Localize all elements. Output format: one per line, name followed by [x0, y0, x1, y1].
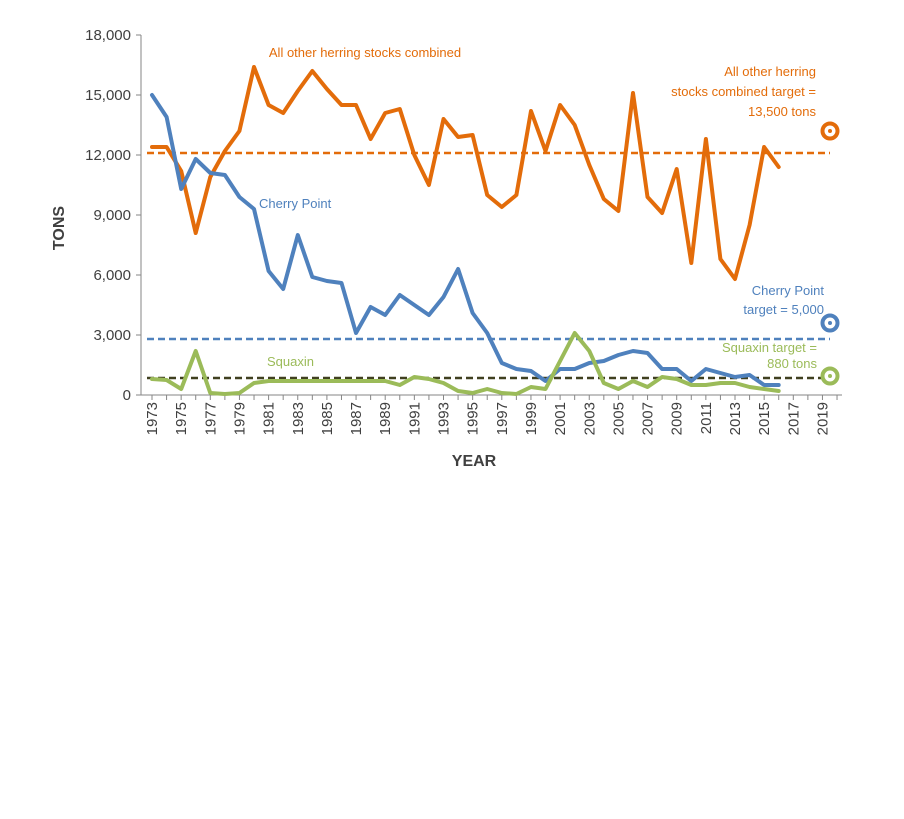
x-tick-label: 2005 — [610, 402, 627, 435]
x-tick-label: 1973 — [144, 402, 161, 435]
x-tick-label: 2011 — [698, 402, 715, 434]
y-tick-label: 6,000 — [93, 267, 131, 284]
squaxin-target-label: Squaxin target = 880 tons — [722, 340, 818, 371]
axes: 0 3,000 6,000 9,000 12,000 15,000 18,000 1973 19… — [85, 27, 842, 435]
squaxin-target-marker — [820, 366, 840, 386]
other-series-label: All other herring stocks combined — [269, 45, 461, 60]
cherry-series-label: Cherry Point — [259, 196, 332, 211]
x-tick-label: 1983 — [290, 402, 307, 435]
annotations: All other herring stocks combined Cherry … — [259, 45, 824, 371]
y-tick-label: 0 — [123, 387, 131, 404]
y-tick-label: 9,000 — [93, 207, 131, 224]
y-tick-label: 15,000 — [85, 87, 131, 104]
x-tick-label: 1995 — [465, 402, 482, 435]
x-axis-title: YEAR — [452, 453, 497, 470]
x-tick-label: 1981 — [261, 402, 278, 435]
cherry-target-marker — [820, 313, 840, 333]
squaxin-series-label: Squaxin — [267, 354, 314, 369]
x-tick-label: 2019 — [814, 402, 831, 435]
other-series-line — [150, 65, 781, 281]
y-tick-label: 3,000 — [93, 327, 131, 344]
cherry-series-line — [150, 93, 781, 387]
x-tick-label: 1975 — [173, 402, 190, 435]
x-tick-label: 1993 — [436, 402, 453, 435]
other-target-marker — [820, 121, 840, 141]
x-tick-label: 2013 — [727, 402, 744, 435]
x-tick-label: 1979 — [231, 402, 248, 435]
x-tick-label: 1987 — [348, 402, 365, 435]
cherry-target-label: Cherry Point target = 5,000 — [743, 283, 824, 317]
x-tick-label: 2003 — [581, 402, 598, 435]
x-tick-label: 1999 — [523, 402, 540, 435]
x-tick-label: 1985 — [319, 402, 336, 435]
x-tick-label: 1991 — [406, 402, 423, 435]
y-tick-label: 12,000 — [85, 147, 131, 164]
series-lines — [150, 65, 781, 396]
x-tick-label: 1977 — [202, 402, 219, 435]
x-tick-label: 2007 — [640, 402, 657, 435]
target-markers — [820, 121, 840, 386]
x-tick-label: 2017 — [785, 402, 802, 435]
x-tick-label: 1997 — [494, 402, 511, 435]
squaxin-series-line — [150, 331, 781, 396]
y-axis-title: TONS — [51, 206, 68, 250]
x-tick-label: 2001 — [552, 402, 569, 435]
y-tick-label: 18,000 — [85, 27, 131, 44]
x-tick-label: 2015 — [756, 402, 773, 435]
other-target-label: All other herring stocks combined target … — [671, 64, 816, 119]
x-tick-label: 2009 — [669, 402, 686, 435]
x-tick-label: 1989 — [377, 402, 394, 435]
